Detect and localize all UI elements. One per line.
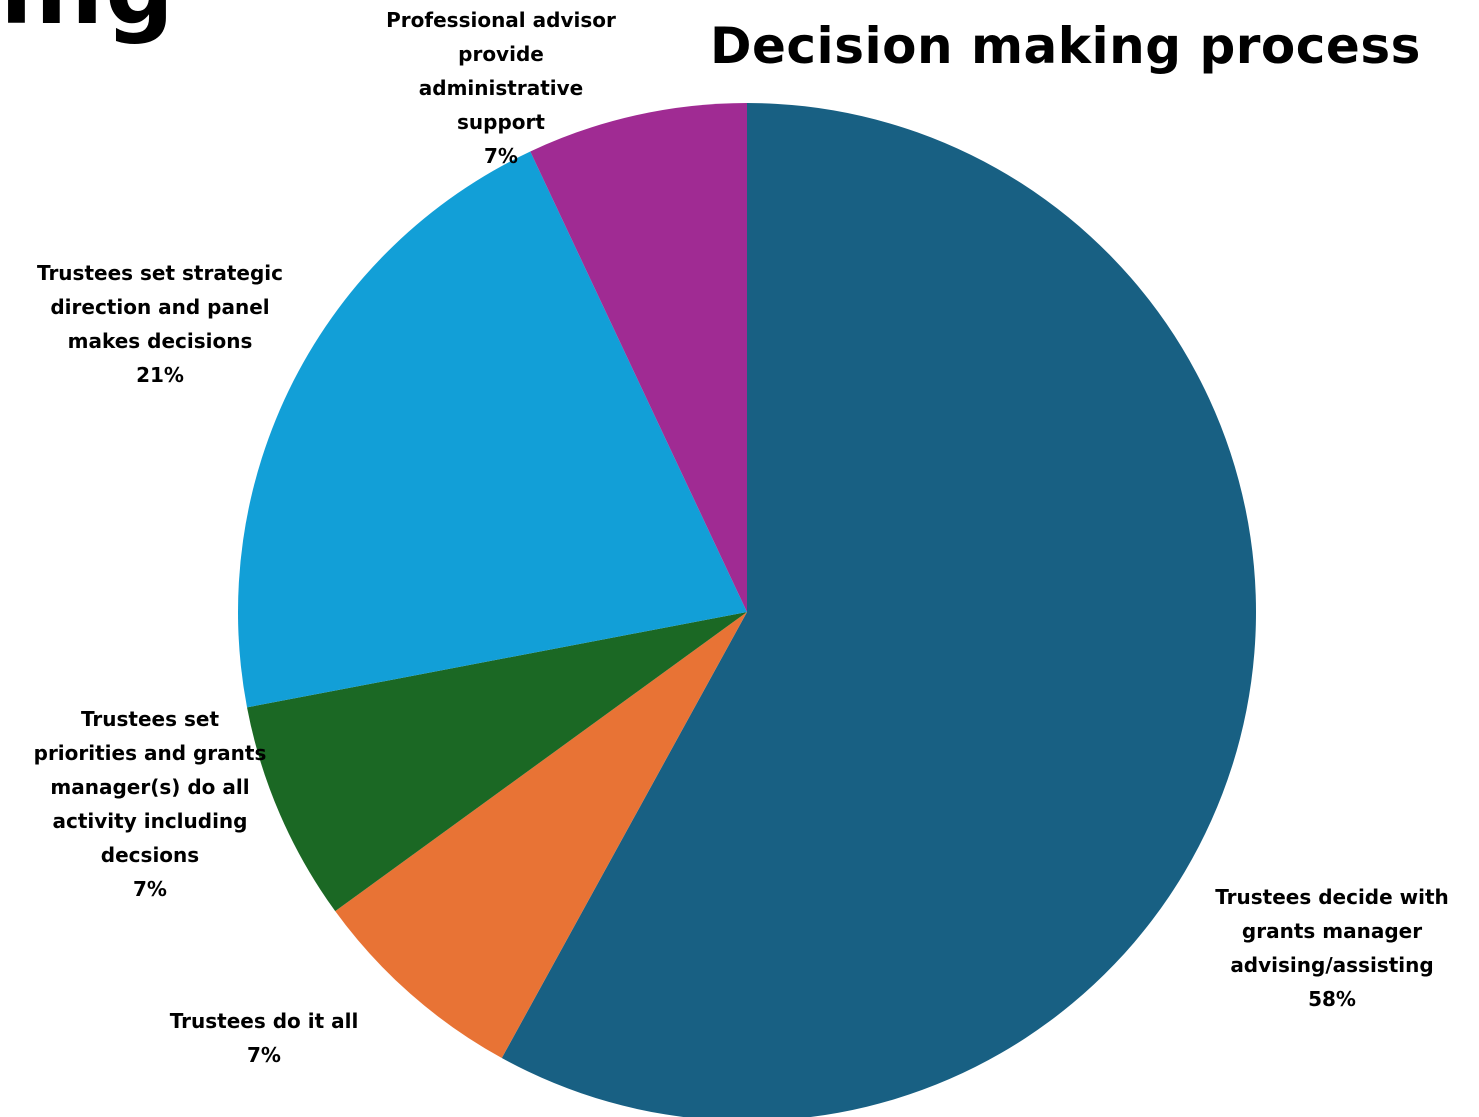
data-label-text: grants manager bbox=[1242, 919, 1422, 943]
data-label-trustees-set-strategic-direction-and-pan: Trustees set strategic direction and pane… bbox=[37, 261, 283, 387]
data-label-text: makes decisions bbox=[68, 329, 253, 353]
data-label-value: 7% bbox=[133, 877, 167, 901]
data-label-trustees-do-it-all: Trustees do it all 7% bbox=[170, 1009, 359, 1067]
partial-heading: ing bbox=[0, 0, 176, 38]
data-label-value: 21% bbox=[136, 363, 184, 387]
data-label-text: administrative bbox=[419, 76, 583, 100]
data-label-value: 58% bbox=[1308, 987, 1356, 1011]
data-label-text: Trustees decide with bbox=[1215, 885, 1449, 909]
chart-title: Decision making process bbox=[710, 17, 1421, 75]
pie-labels: Trustees decide with grants manager advisi… bbox=[34, 8, 1449, 1067]
data-label-text: direction and panel bbox=[50, 295, 269, 319]
pie-slice-trustees-set-priorities-and-grants-manag bbox=[247, 612, 747, 912]
data-label-text: Trustees set bbox=[81, 707, 219, 731]
pie-slice-professional-advisor-provide-administrat bbox=[530, 103, 747, 612]
pie-slice-trustees-set-strategic-direction-and-pan bbox=[238, 151, 747, 708]
data-label-professional-advisor-provide-administrat: Professional advisor provide administrativ… bbox=[386, 8, 616, 168]
data-label-text: support bbox=[457, 110, 545, 134]
data-label-trustees-decide-with-grants-manager-advi: Trustees decide with grants manager advisi… bbox=[1215, 885, 1449, 1011]
data-label-text: Trustees do it all bbox=[170, 1009, 359, 1033]
data-label-value: 7% bbox=[484, 144, 518, 168]
pie-slice-trustees-do-it-all bbox=[335, 612, 747, 1059]
data-label-text: Professional advisor bbox=[386, 8, 616, 32]
data-label-text: decsions bbox=[101, 843, 199, 867]
data-label-text: Trustees set strategic bbox=[37, 261, 283, 285]
data-label-text: activity including bbox=[53, 809, 248, 833]
data-label-trustees-set-priorities-and-grants-manag: Trustees set priorities and grants manager… bbox=[34, 707, 267, 901]
data-label-text: advising/assisting bbox=[1230, 953, 1433, 977]
data-label-text: manager(s) do all bbox=[50, 775, 249, 799]
pie-slice-trustees-decide-with-grants-manager-advi bbox=[501, 103, 1256, 1117]
data-label-text: provide bbox=[458, 42, 544, 66]
data-label-text: priorities and grants bbox=[34, 741, 267, 765]
data-label-value: 7% bbox=[247, 1043, 281, 1067]
pie-slices bbox=[238, 103, 1256, 1117]
